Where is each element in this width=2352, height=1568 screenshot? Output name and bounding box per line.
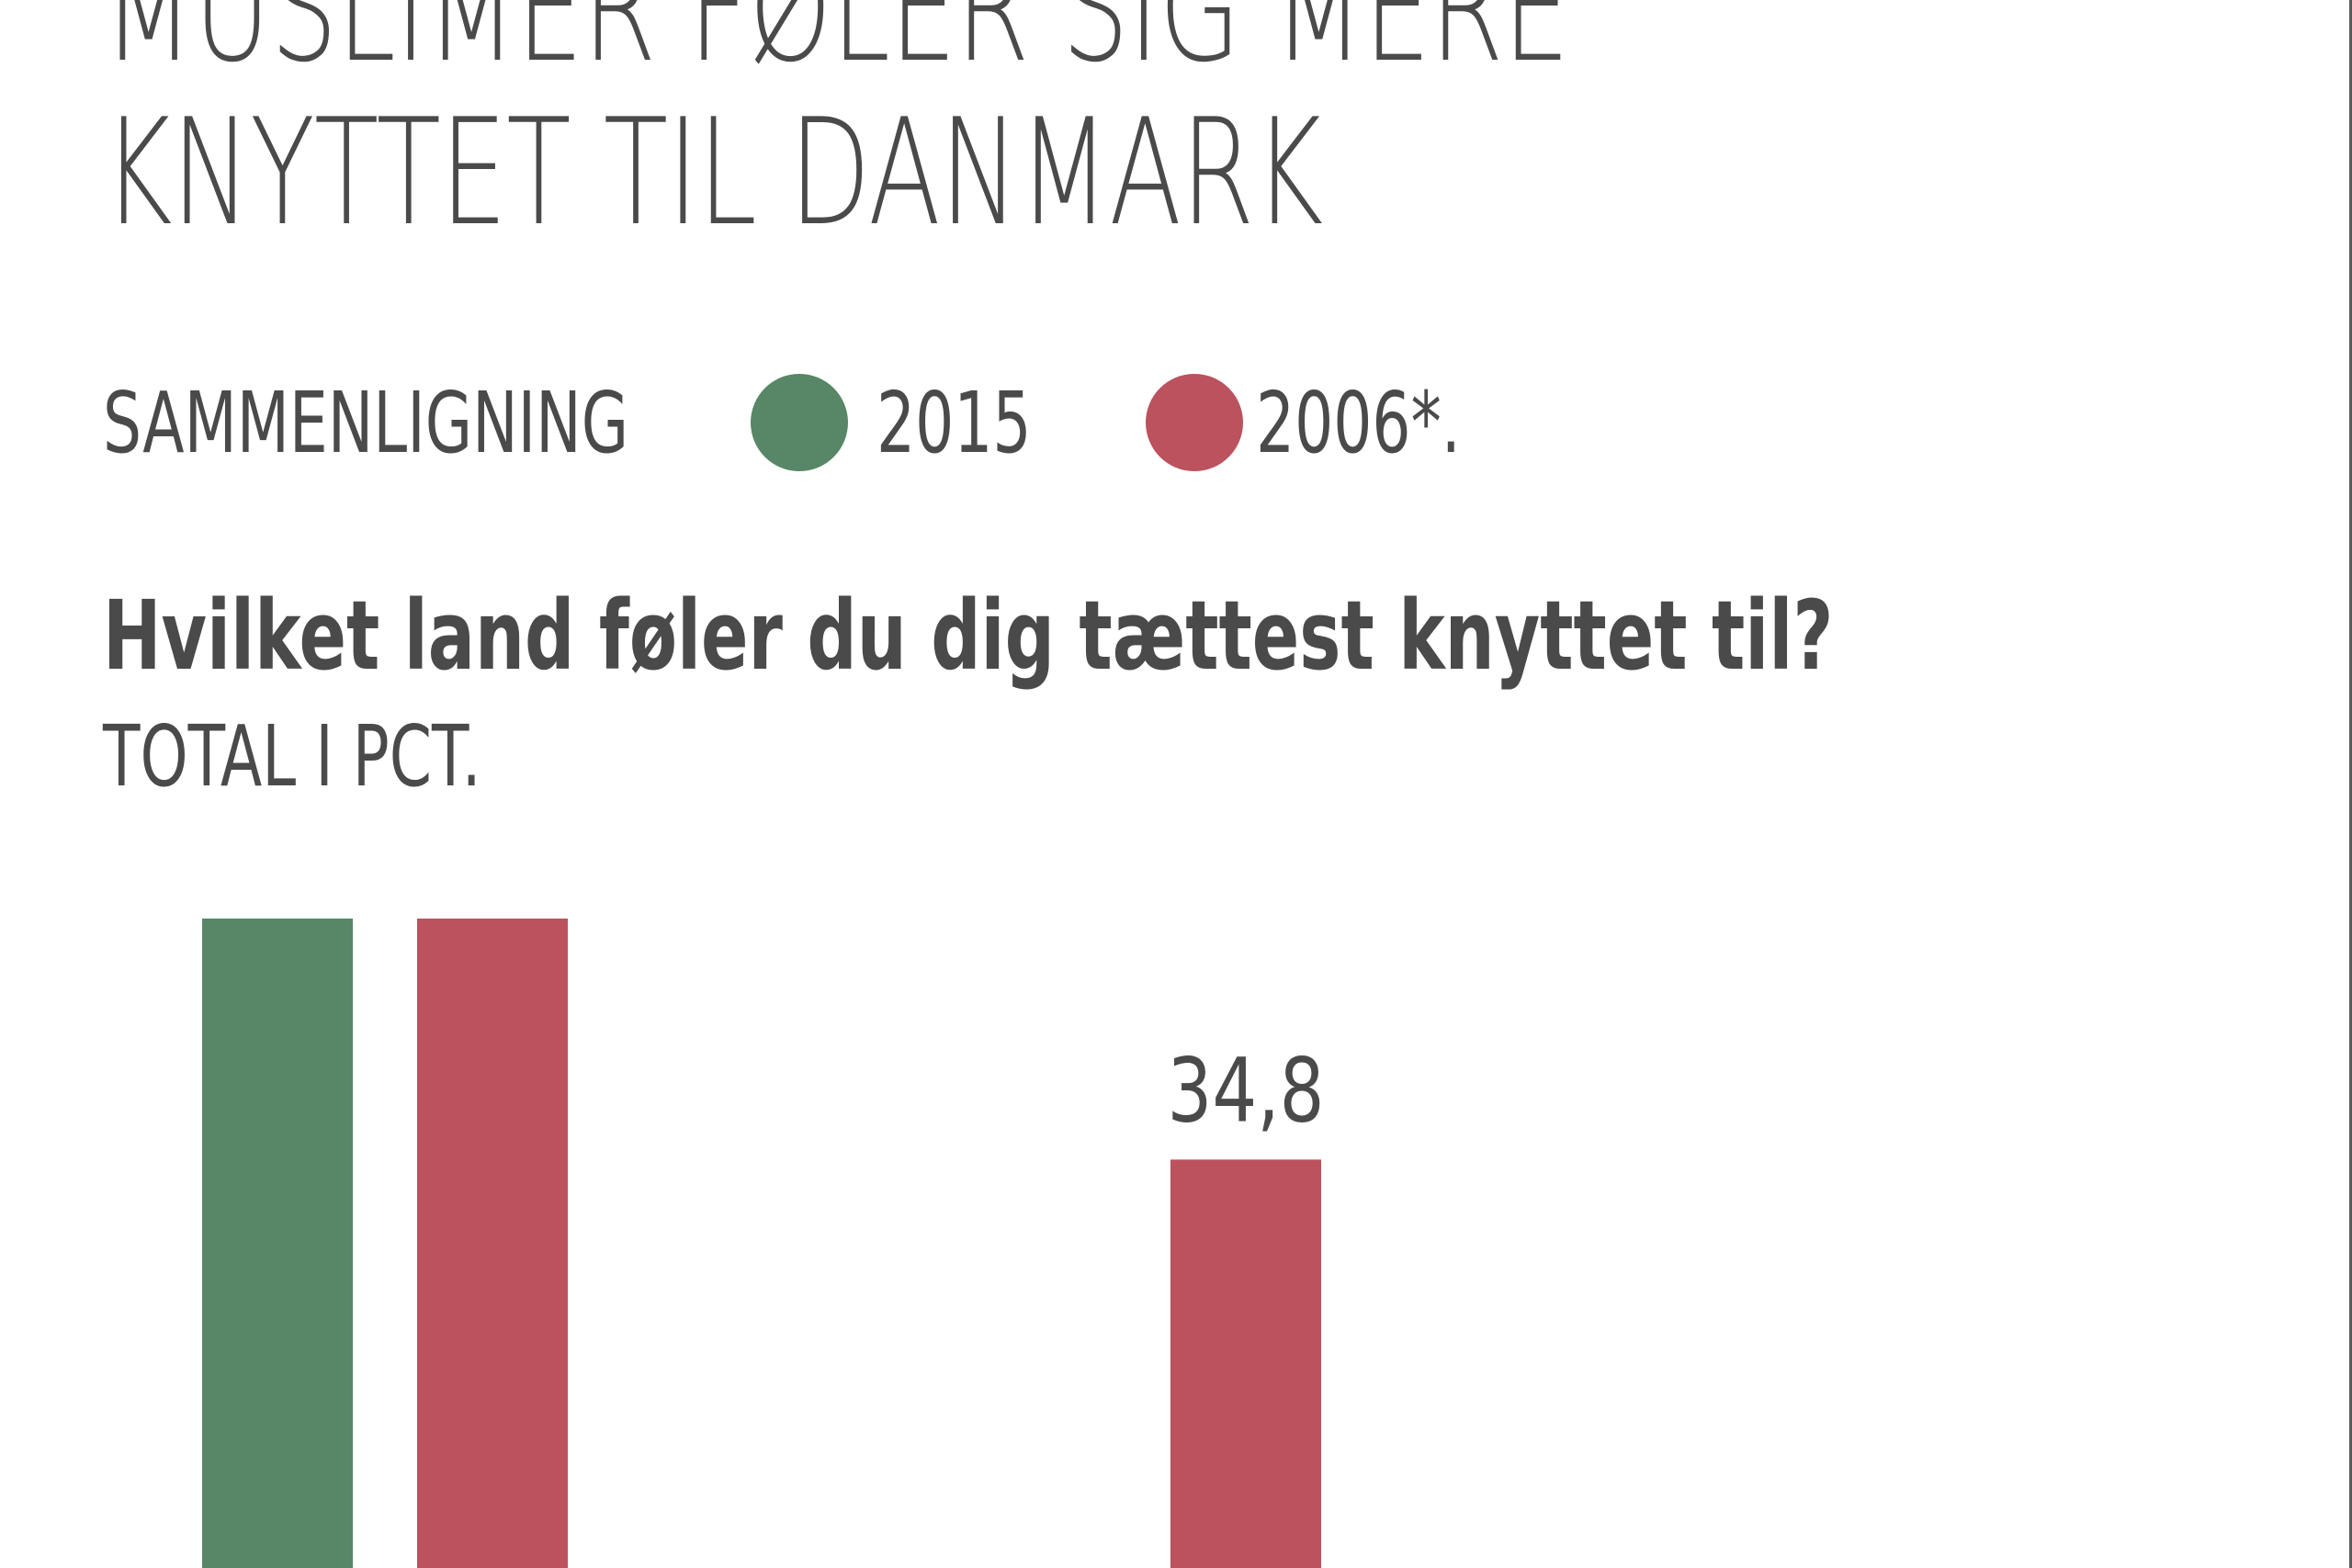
legend-dot-2006	[1146, 374, 1243, 471]
bar-2006-2	[1170, 1159, 1321, 1568]
legend-label-2006: 2006*.	[1256, 374, 1461, 472]
legend: SAMMENLIGNING 2015 2006*.	[103, 363, 1573, 491]
chart-question: Hvilket land føler du dig tættest knytte…	[103, 580, 1834, 692]
bar-chart: 75,255,334,8	[202, 919, 1325, 1568]
headline-line-1: MUSLIMER FØLER SIG MERE	[103, 0, 1570, 95]
unit-label: TOTAL I PCT.	[103, 707, 481, 806]
legend-label-2015: 2015	[876, 374, 1032, 472]
legend-title: SAMMENLIGNING	[103, 374, 629, 472]
legend-dot-2015	[751, 374, 848, 471]
bar-2006-1	[417, 919, 568, 1568]
headline-line-2: KNYTTET TIL DANMARK	[103, 86, 1323, 258]
bar-2015-1	[202, 919, 353, 1568]
value-label-2006-2: 34,8	[1168, 1039, 1325, 1143]
page-border	[2349, 0, 2352, 1568]
